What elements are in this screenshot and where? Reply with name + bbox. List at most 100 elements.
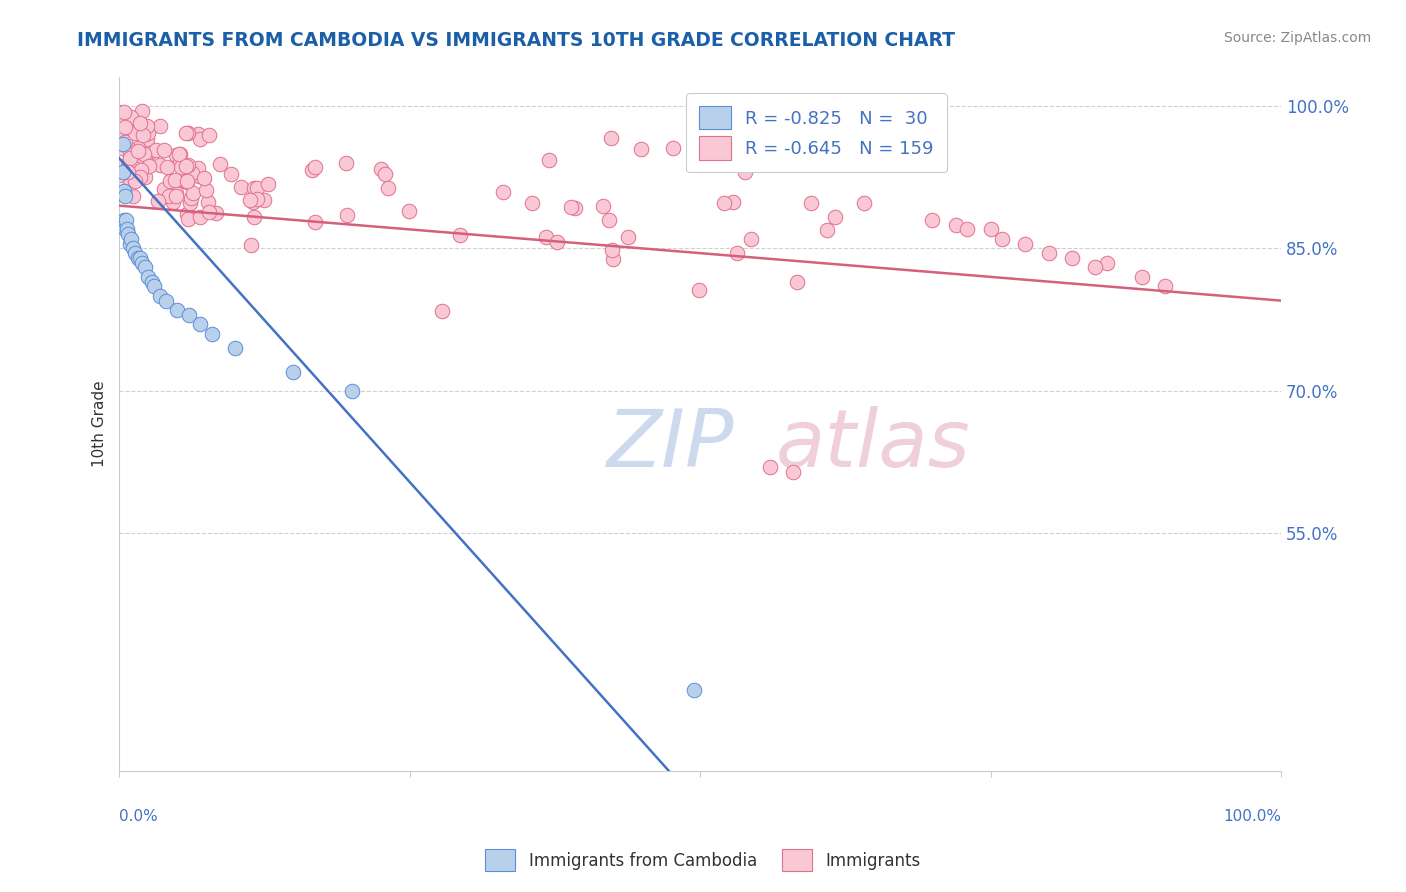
Point [198,128,221,142]
Point [134,169,156,184]
Point [600,243,623,257]
Point [134,260,156,275]
Point [377,181,399,195]
Point [238,194,260,208]
Point [187,161,209,176]
Point [125,154,148,169]
Point [190,132,212,146]
Point [155,293,177,308]
Point [117,156,139,170]
Point [1084,260,1107,275]
Point [662,141,685,155]
Point [1153,279,1175,293]
Point [141,275,163,289]
Point [118,118,141,132]
Point [209,157,232,171]
Point [817,223,839,237]
Point [304,215,326,229]
Point [177,127,200,141]
Point [159,174,181,188]
Point [786,275,808,289]
Point [112,184,135,198]
Point [112,213,135,227]
Point [114,222,136,236]
Point [617,229,640,244]
Point [117,222,139,236]
Point [165,186,187,200]
Point [128,169,150,184]
Point [242,211,264,225]
Point [118,236,141,251]
Point [127,141,149,155]
Legend: Immigrants from Cambodia, Immigrants: Immigrants from Cambodia, Immigrants [477,841,929,880]
Point [564,201,586,215]
Point [153,182,176,196]
Point [138,145,160,160]
Point [187,169,209,184]
Text: 100.0%: 100.0% [1223,809,1281,824]
Point [599,130,621,145]
Point [177,211,200,226]
Point [138,159,160,173]
Point [122,241,145,255]
Point [176,174,198,188]
Point [124,246,146,260]
Text: Source: ZipAtlas.com: Source: ZipAtlas.com [1223,31,1371,45]
Point [219,167,242,181]
Point [688,283,710,297]
Point [120,124,142,138]
Text: 0.0%: 0.0% [120,809,157,824]
Point [176,207,198,221]
Point [1060,251,1083,265]
Point [114,113,136,128]
Point [800,195,823,210]
Point [134,148,156,162]
Point [117,143,139,157]
Point [243,181,266,195]
Point [956,222,979,236]
Point [174,159,197,173]
Point [304,161,326,175]
Point [149,119,172,133]
Point [598,212,620,227]
Point [256,177,278,191]
Text: atlas: atlas [776,406,970,483]
Point [181,186,204,201]
Point [118,127,141,141]
Point [125,145,148,159]
Point [166,303,188,318]
Point [136,126,159,140]
Point [117,165,139,179]
Point [165,147,187,161]
Point [174,126,197,140]
Point [1130,269,1153,284]
Point [127,251,149,265]
Legend: R = -0.825   N =  30, R = -0.645   N = 159: R = -0.825 N = 30, R = -0.645 N = 159 [686,94,946,172]
Point [180,191,202,205]
Point [1095,255,1118,269]
Point [120,111,142,125]
Point [115,213,138,227]
Point [156,160,179,174]
Point [124,174,146,188]
Point [169,146,191,161]
Y-axis label: 10th Grade: 10th Grade [93,381,107,467]
Point [117,227,139,241]
Point [853,195,876,210]
Point [336,208,359,222]
Point [522,196,544,211]
Point [136,269,159,284]
Point [824,211,846,225]
Point [167,147,190,161]
Point [127,161,149,175]
Point [122,189,145,203]
Point [149,289,172,303]
Point [224,341,246,355]
Point [630,142,652,156]
Point [188,210,211,224]
Point [165,188,187,202]
Point [492,185,515,199]
Point [179,196,201,211]
Point [162,194,184,209]
Point [149,158,172,172]
